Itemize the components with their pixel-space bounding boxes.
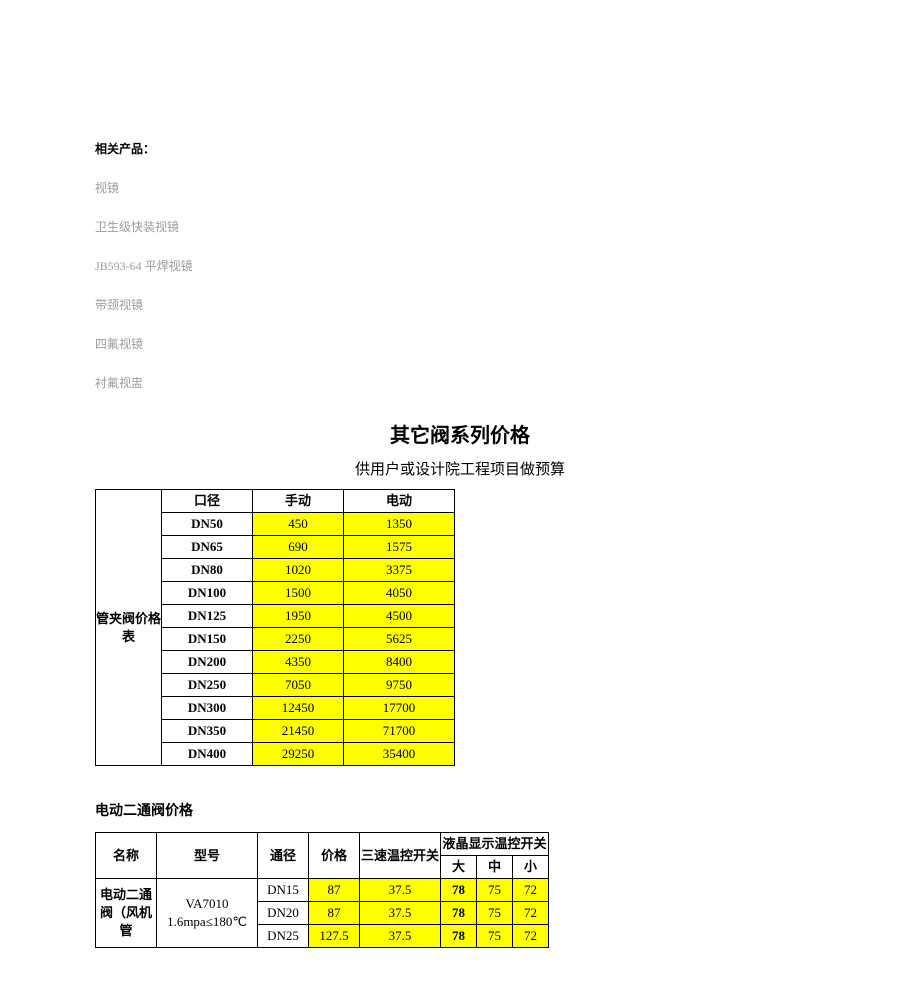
table1-header: 口径	[162, 490, 253, 513]
related-item: 带颈视镜	[95, 296, 825, 313]
related-item: 衬氟视盅	[95, 374, 825, 391]
sub-title: 供用户或设计院工程项目做预算	[95, 458, 825, 479]
table1-header: 电动	[344, 490, 455, 513]
t2-header-name: 名称	[96, 833, 157, 879]
t2-header-model: 型号	[157, 833, 258, 879]
related-item: 视镜	[95, 179, 825, 196]
table-row: 电动二通阀（风机管 VA7010 1.6mpa≤180℃ DN15 87 37.…	[96, 879, 549, 902]
table1-category: 管夹阀价格表	[96, 490, 162, 766]
related-products-heading: 相关产品：	[95, 140, 825, 157]
main-title: 其它阀系列价格	[95, 419, 825, 448]
t2-header-lcd-mid: 中	[477, 856, 513, 879]
t2-header-lcd-big: 大	[441, 856, 477, 879]
t2-header-switch: 三速温控开关	[360, 833, 441, 879]
t2-header-lcd-small: 小	[513, 856, 549, 879]
t2-header-lcd: 液晶显示温控开关	[441, 833, 549, 856]
section2-title: 电动二通阀价格	[95, 800, 825, 820]
pinch-valve-price-table: 管夹阀价格表 口径 手动 电动 DN504501350 DN656901575 …	[95, 489, 455, 766]
t2-header-price: 价格	[309, 833, 360, 879]
electric-two-way-valve-table: 名称 型号 通径 价格 三速温控开关 液晶显示温控开关 大 中 小 电动二通阀（…	[95, 832, 549, 948]
t2-name-cell: 电动二通阀（风机管	[96, 879, 157, 948]
related-item: 四氟视镜	[95, 335, 825, 352]
t2-model-cell: VA7010 1.6mpa≤180℃	[157, 879, 258, 948]
document-page: 相关产品： 视镜 卫生级快装视镜 JB593-64 平焊视镜 带颈视镜 四氟视镜…	[0, 0, 920, 1008]
t2-header-dn: 通径	[258, 833, 309, 879]
related-item: JB593-64 平焊视镜	[95, 257, 825, 274]
table1-header: 手动	[253, 490, 344, 513]
related-item: 卫生级快装视镜	[95, 218, 825, 235]
